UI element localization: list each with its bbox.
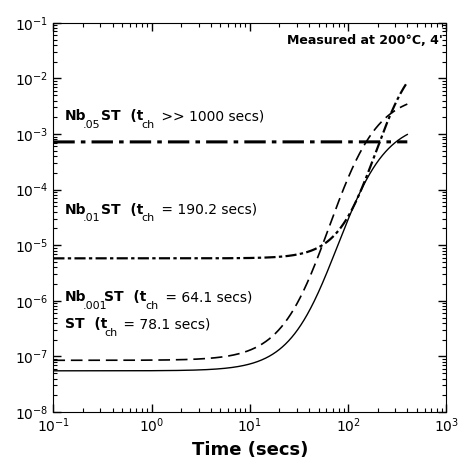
Text: ch: ch bbox=[142, 120, 155, 130]
Text: Nb: Nb bbox=[65, 109, 87, 123]
Text: Measured at 200°C, 4': Measured at 200°C, 4' bbox=[287, 35, 443, 47]
Text: .01: .01 bbox=[83, 213, 100, 223]
Text: = 64.1 secs): = 64.1 secs) bbox=[161, 290, 252, 304]
Text: ST  (t: ST (t bbox=[104, 290, 147, 304]
Text: ch: ch bbox=[104, 328, 118, 338]
Text: Nb: Nb bbox=[65, 290, 87, 304]
Text: = 190.2 secs): = 190.2 secs) bbox=[157, 202, 257, 217]
Text: ch: ch bbox=[142, 213, 155, 223]
Text: ch: ch bbox=[146, 301, 159, 311]
Text: Nb: Nb bbox=[65, 202, 87, 217]
X-axis label: Time (secs): Time (secs) bbox=[191, 441, 308, 459]
Text: = 78.1 secs): = 78.1 secs) bbox=[119, 318, 211, 331]
Text: ST  (t: ST (t bbox=[100, 202, 143, 217]
Text: >> 1000 secs): >> 1000 secs) bbox=[157, 109, 264, 123]
Text: .001: .001 bbox=[83, 301, 108, 311]
Text: ST  (t: ST (t bbox=[100, 109, 143, 123]
Text: .05: .05 bbox=[83, 120, 100, 130]
Text: ST  (t: ST (t bbox=[65, 318, 108, 331]
